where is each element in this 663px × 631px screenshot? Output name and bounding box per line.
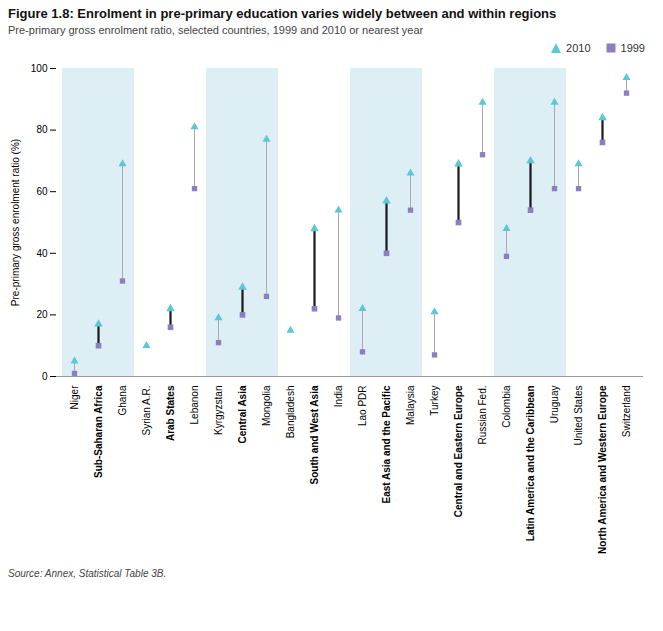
html-text:1999: 1999 — [620, 42, 645, 54]
svg-text:Lebanon: Lebanon — [189, 386, 200, 425]
svg-text:40: 40 — [36, 248, 48, 259]
svg-text:0: 0 — [42, 371, 48, 382]
svg-text:Uruguay: Uruguay — [549, 386, 560, 424]
svg-text:Lao PDR: Lao PDR — [357, 386, 368, 427]
svg-text:Central Asia: Central Asia — [237, 385, 248, 443]
svg-text:Niger: Niger — [69, 385, 80, 410]
svg-text:Russian Fed.: Russian Fed. — [477, 386, 488, 445]
svg-text:Sub-Saharan Africa: Sub-Saharan Africa — [93, 385, 104, 478]
svg-text:60: 60 — [36, 186, 48, 197]
html-text:Figure 1.8: Enrolment in pre-p: Figure 1.8: Enrolment in pre-primary edu… — [8, 6, 557, 21]
svg-text:South and West Asia: South and West Asia — [309, 385, 320, 484]
svg-text:Latin America and the Caribbea: Latin America and the Caribbean — [525, 386, 536, 542]
svg-text:India: India — [333, 385, 344, 407]
svg-text:Colombia: Colombia — [501, 385, 512, 428]
html-text:Source: Annex, Statistical Tab: Source: Annex, Statistical Table 3B. — [8, 568, 167, 579]
svg-text:Ghana: Ghana — [117, 385, 128, 415]
svg-text:20: 20 — [36, 309, 48, 320]
svg-text:Arab States: Arab States — [165, 385, 176, 441]
svg-text:Mongolia: Mongolia — [261, 385, 272, 426]
svg-text:Central and Eastern Europe: Central and Eastern Europe — [453, 385, 464, 517]
svg-text:Kyrgyzstan: Kyrgyzstan — [213, 386, 224, 435]
svg-text:100: 100 — [31, 63, 48, 74]
svg-text:United States: United States — [573, 386, 584, 446]
svg-text:East Asia and the Pacific: East Asia and the Pacific — [381, 385, 392, 503]
html-text:2010: 2010 — [566, 42, 591, 54]
svg-text:Switzerland: Switzerland — [621, 386, 632, 438]
html-text:Pre-primary gross enrolment ra: Pre-primary gross enrolment ratio, selec… — [8, 24, 424, 36]
svg-text:Pre-primary gross enrolment ra: Pre-primary gross enrolment ratio (%) — [10, 139, 21, 306]
svg-text:Turkey: Turkey — [429, 386, 440, 416]
svg-text:Bangladesh: Bangladesh — [285, 386, 296, 439]
svg-text:Syrian A.R.: Syrian A.R. — [141, 386, 152, 436]
svg-text:North America and Western Euro: North America and Western Europe — [597, 385, 608, 554]
svg-text:80: 80 — [36, 124, 48, 135]
svg-text:Malaysia: Malaysia — [405, 385, 416, 425]
